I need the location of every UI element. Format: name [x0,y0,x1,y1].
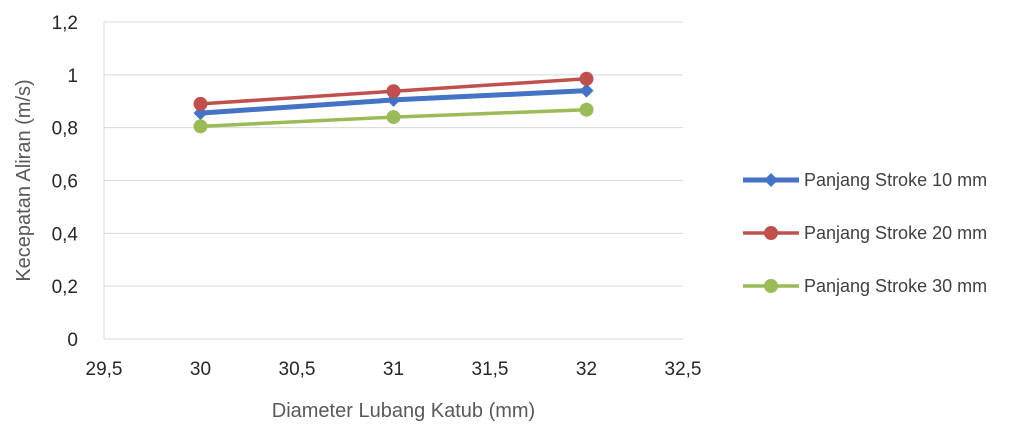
series-3 [193,102,594,134]
series-2 [193,71,594,111]
x-tick-label: 30,5 [279,359,316,380]
legend-entry: Panjang Stroke 30 mm [743,276,987,296]
legend: Panjang Stroke 10 mm Panjang Stroke 20 mm… [743,170,987,296]
y-tick-label: 0 [67,330,78,351]
legend-entry: Panjang Stroke 20 mm [743,223,987,243]
data-point [579,71,594,86]
x-tick-label: 29,5 [86,359,123,380]
x-tick-label: 30 [190,359,211,380]
data-point [386,84,401,99]
legend-marker [764,226,778,240]
y-tick-label: 0,2 [52,277,78,298]
y-axis-title: Kecepatan Aliran (m/s) [13,79,35,281]
data-point [193,96,208,111]
y-tick-label: 0,4 [52,224,79,245]
y-tick-label: 0,6 [52,172,78,193]
legend-marker [764,173,778,187]
y-tick-label: 1,2 [52,13,78,34]
data-point [579,102,594,117]
legend-marker [764,279,778,293]
data-point [386,110,401,125]
series-lines [193,71,594,134]
data-point [579,83,594,98]
x-axis-title: Diameter Lubang Katub (mm) [272,400,535,422]
x-tick-label: 32 [576,359,597,380]
y-tick-label: 1 [67,66,78,87]
legend-label: Panjang Stroke 30 mm [804,276,987,296]
legend-entry: Panjang Stroke 10 mm [743,170,987,190]
x-tick-label: 31 [383,359,404,380]
x-tick-label: 32,5 [665,359,702,380]
axes: 0 0,2 0,4 0,6 0,8 1 1,2 29,5 30 30,5 31 31,5 32 32,5 [52,13,702,380]
gridlines [104,21,683,287]
legend-label: Panjang Stroke 20 mm [804,223,987,243]
y-tick-label: 0,8 [52,119,78,140]
legend-label: Panjang Stroke 10 mm [804,170,987,190]
x-tick-label: 31,5 [472,359,509,380]
data-point [193,119,208,134]
